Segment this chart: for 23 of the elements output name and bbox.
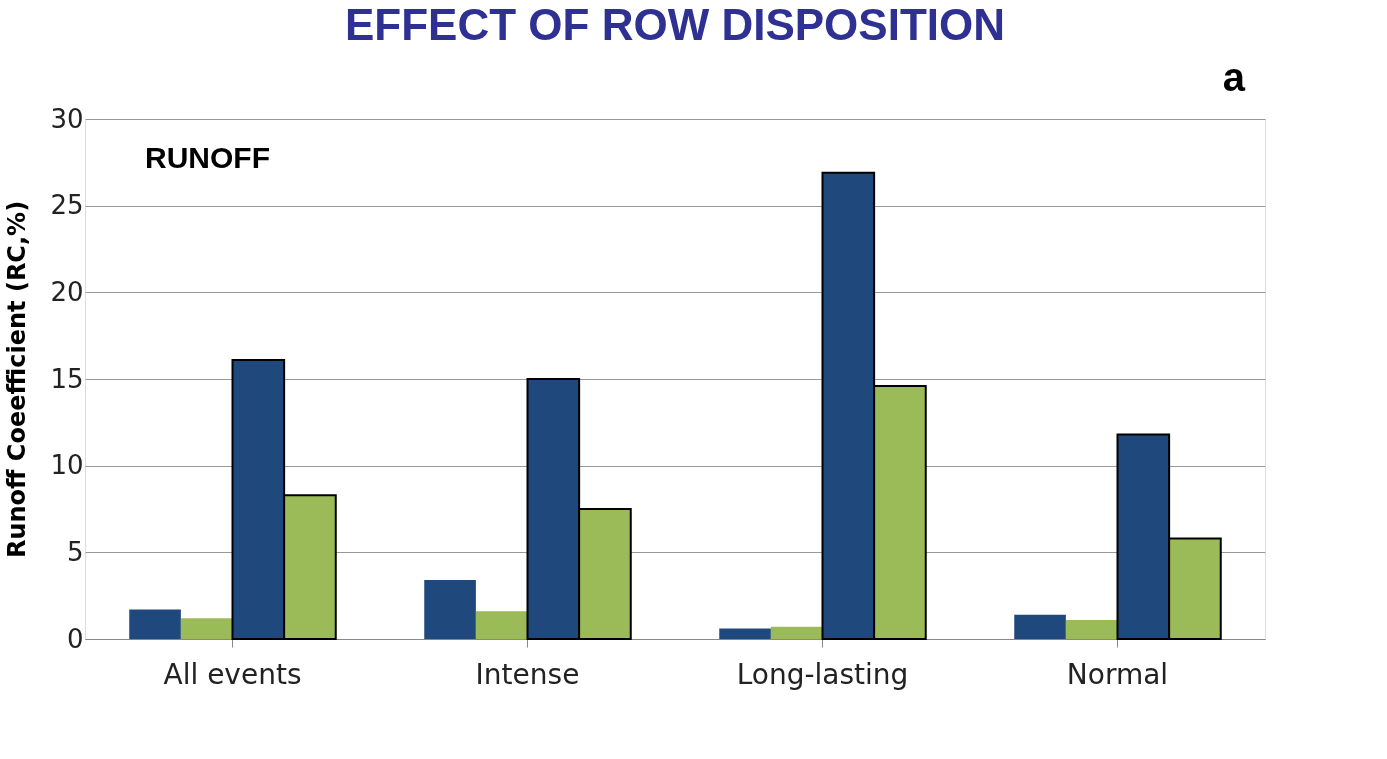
y-axis-title: Runoff Coeefficient (RC,%) xyxy=(3,200,32,559)
bar xyxy=(424,580,476,639)
bar xyxy=(1065,619,1118,639)
bar xyxy=(770,626,823,639)
x-tick-label: Normal xyxy=(1066,657,1169,691)
chart-title: EFFECT OF ROW DISPOSITION xyxy=(345,0,1005,49)
y-tick-label: 0 xyxy=(66,623,84,654)
bar xyxy=(1014,614,1066,639)
y-tick-label: 25 xyxy=(50,190,84,221)
y-tick-label: 5 xyxy=(66,536,84,567)
bar xyxy=(180,618,233,639)
bar xyxy=(475,611,528,639)
bar xyxy=(719,628,771,639)
bar xyxy=(129,609,181,639)
text: a xyxy=(1222,55,1246,99)
annotation: RUNOFF xyxy=(145,141,270,174)
x-tick-label: All events xyxy=(163,657,302,691)
y-tick-label: 20 xyxy=(50,276,84,307)
y-tick-label: 10 xyxy=(50,450,84,481)
x-tick-label: Long-lasting xyxy=(736,657,909,691)
y-tick-label: 15 xyxy=(50,363,84,394)
y-tick-label: 30 xyxy=(50,103,84,134)
x-tick-label: Intense xyxy=(475,657,580,691)
